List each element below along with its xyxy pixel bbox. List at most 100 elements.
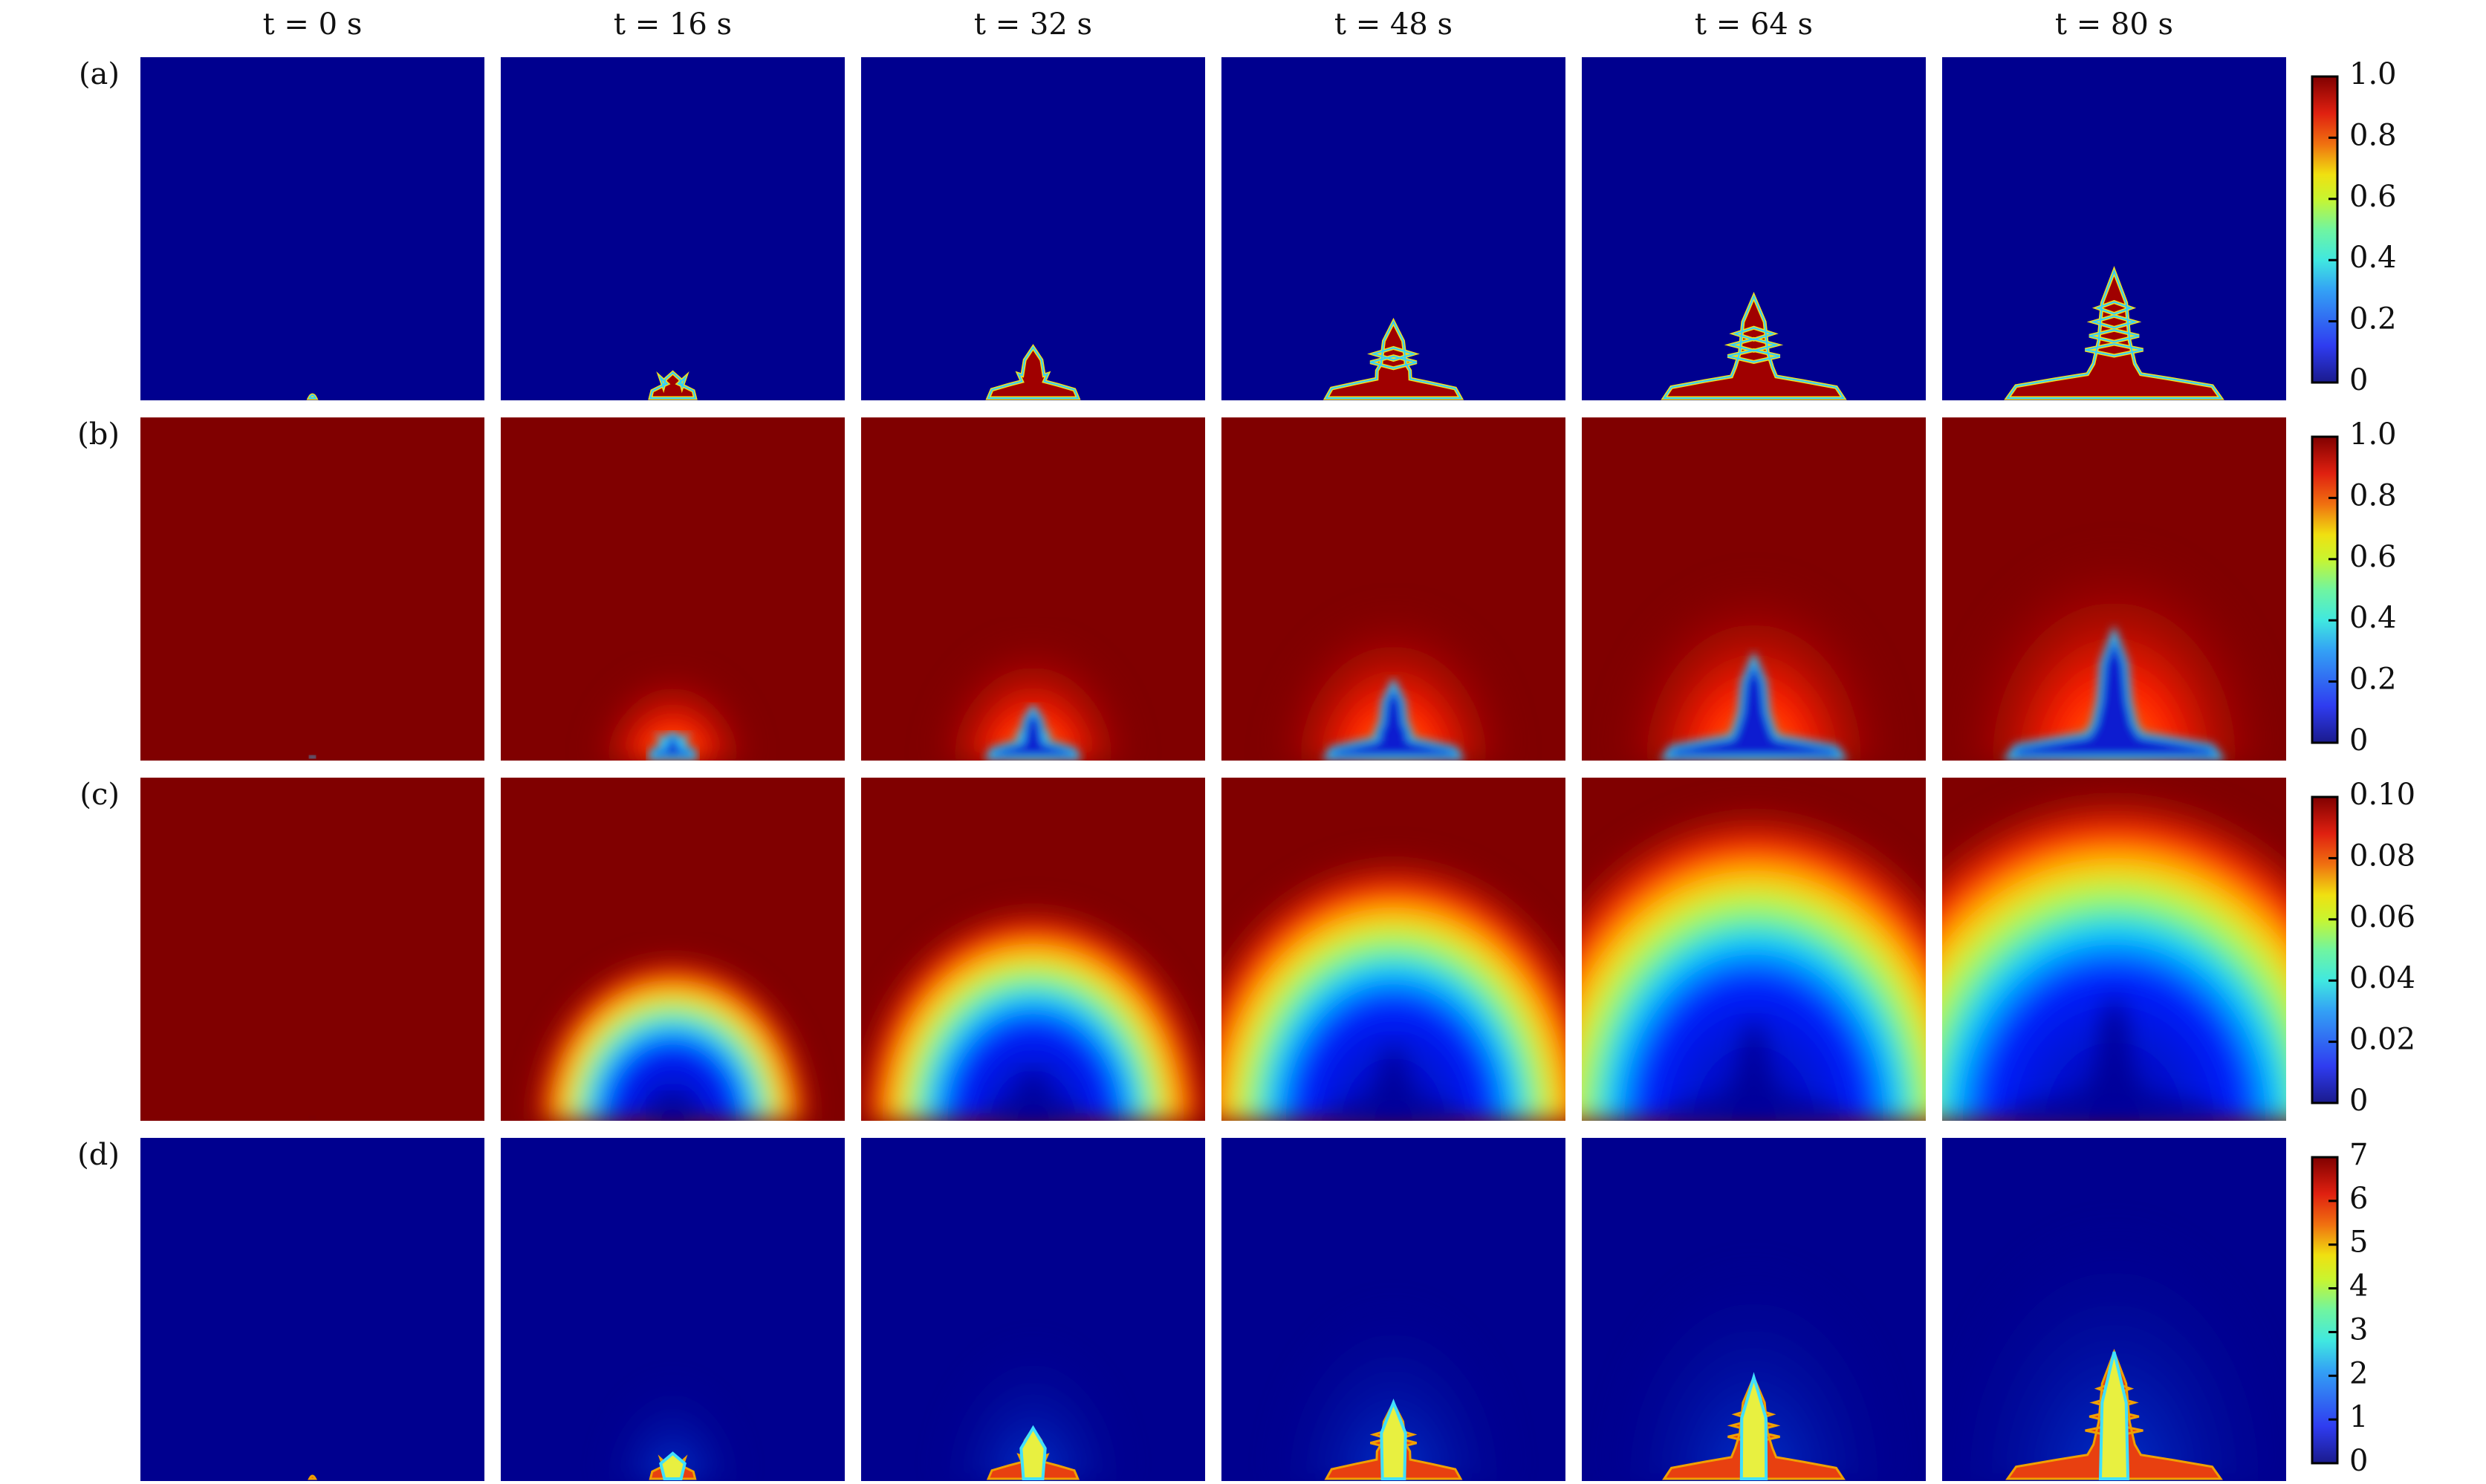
dendrite-core bbox=[2098, 1351, 2130, 1480]
heatmap-panel bbox=[1221, 1138, 1565, 1481]
colorbar bbox=[2311, 1156, 2339, 1465]
heatmap-panel bbox=[1221, 57, 1565, 400]
dendrite bbox=[2008, 992, 2221, 1119]
dome bbox=[1582, 795, 1926, 1121]
colorbar-tick-label: 0.4 bbox=[2349, 601, 2397, 635]
dendrite bbox=[309, 1116, 316, 1119]
glow bbox=[926, 1330, 1140, 1481]
heatmap-panel bbox=[1942, 1138, 2286, 1481]
colorbar-tick-label: 0.8 bbox=[2349, 478, 2397, 512]
background bbox=[140, 1138, 484, 1481]
dendrite-edge bbox=[987, 345, 1080, 399]
row-label: (a) bbox=[79, 57, 120, 91]
dendrite bbox=[308, 1474, 317, 1480]
column-title: t = 0 s bbox=[263, 7, 363, 42]
colorbar-tick-label: 0.04 bbox=[2349, 961, 2415, 995]
heatmap-panel bbox=[501, 1138, 845, 1481]
colorbar bbox=[2311, 795, 2339, 1104]
heatmap-panel bbox=[1942, 417, 2286, 761]
colorbar-tick-label: 4 bbox=[2349, 1269, 2368, 1304]
background bbox=[140, 417, 484, 761]
dendrite bbox=[1660, 651, 1848, 761]
heatmap-panel bbox=[1582, 417, 1926, 761]
row-labels: (a) (b) (c) (d) bbox=[77, 57, 120, 1172]
colorbar-tick-label: 5 bbox=[2349, 1226, 2368, 1260]
colorbar bbox=[2311, 75, 2339, 384]
dome bbox=[861, 897, 1205, 1121]
column-title: t = 16 s bbox=[614, 7, 732, 42]
heatmap-panel bbox=[1221, 778, 1565, 1121]
dendrite-edge bbox=[308, 394, 317, 399]
column-title: t = 80 s bbox=[2055, 7, 2173, 42]
background bbox=[140, 57, 484, 400]
colorbar-tick-label: 1.0 bbox=[2349, 417, 2397, 452]
column-title: t = 64 s bbox=[1695, 7, 1813, 42]
heatmap-panel bbox=[140, 57, 484, 400]
glow bbox=[594, 1371, 752, 1481]
colorbar-tick-label: 0.2 bbox=[2349, 663, 2397, 697]
colorbar-tick-label: 1 bbox=[2349, 1400, 2368, 1434]
dendrite bbox=[305, 753, 319, 761]
dendrite bbox=[647, 729, 698, 761]
colorbar-tick-label: 0.6 bbox=[2349, 180, 2397, 214]
dendrite-core bbox=[1380, 1398, 1407, 1480]
dendrite-edge bbox=[2006, 269, 2222, 399]
glow bbox=[1591, 1247, 1916, 1481]
dendrite-core bbox=[1019, 1425, 1047, 1480]
dendrite bbox=[984, 703, 1082, 761]
heatmap-panel bbox=[501, 417, 845, 761]
dome bbox=[1221, 846, 1565, 1121]
halo bbox=[583, 661, 762, 761]
dendrite-edge bbox=[1663, 294, 1845, 399]
heatmap-panel bbox=[501, 778, 845, 1121]
heatmap-panel bbox=[501, 57, 845, 400]
colorbar-tick-label: 0.02 bbox=[2349, 1023, 2415, 1057]
heatmap-panel bbox=[140, 417, 484, 761]
column-titles: t = 0 s t = 16 s t = 32 s t = 48 s t = 64 s t… bbox=[263, 7, 2173, 42]
colorbar-tick-label: 2 bbox=[2349, 1356, 2368, 1390]
panels bbox=[140, 57, 2286, 1481]
row-label: (b) bbox=[77, 417, 120, 452]
dendrite-edge bbox=[649, 371, 696, 399]
heatmap-panel bbox=[861, 778, 1205, 1121]
background bbox=[861, 57, 1205, 400]
colorbar-tick-label: 0.10 bbox=[2349, 778, 2415, 812]
dendrite bbox=[1664, 1017, 1844, 1119]
colorbar-tick-label: 3 bbox=[2349, 1312, 2368, 1347]
colorbar-tick-label: 0 bbox=[2349, 1444, 2368, 1478]
heatmap-panel bbox=[1582, 778, 1926, 1121]
dome bbox=[525, 949, 821, 1121]
colorbar-tick-label: 0 bbox=[2349, 723, 2368, 758]
colorbar-tick-label: 6 bbox=[2349, 1182, 2368, 1216]
colorbar-tick-label: 0 bbox=[2349, 363, 2368, 397]
colorbar-tick-label: 0.08 bbox=[2349, 839, 2415, 873]
dendrite-core bbox=[659, 1451, 687, 1480]
column-title: t = 48 s bbox=[1334, 7, 1453, 42]
column-title: t = 32 s bbox=[974, 7, 1092, 42]
dome bbox=[1942, 778, 2286, 1121]
colorbar-tick-label: 0.4 bbox=[2349, 241, 2397, 275]
dendrite bbox=[988, 1067, 1078, 1119]
heatmap-panel bbox=[861, 417, 1205, 761]
colorbar-tick-label: 7 bbox=[2349, 1138, 2368, 1172]
colorbar-tick-label: 0.2 bbox=[2349, 302, 2397, 336]
dendrite bbox=[1322, 677, 1465, 761]
colorbar-tick-label: 0.06 bbox=[2349, 900, 2415, 934]
colorbars: 0 0.2 0.4 0.6 0.8 1.0 0 0.2 0.4 0.6 0.8 1.0 0 0.02 0.0… bbox=[2311, 57, 2415, 1478]
dendrite bbox=[650, 1093, 695, 1119]
colorbar bbox=[2311, 435, 2339, 744]
dendrite bbox=[1326, 1042, 1461, 1119]
heatmap-panel bbox=[1221, 417, 1565, 761]
heatmap-panel bbox=[1582, 57, 1926, 400]
row-label: (d) bbox=[77, 1138, 120, 1172]
heatmap-panel bbox=[861, 1138, 1205, 1481]
heatmap-panel bbox=[861, 57, 1205, 400]
colorbar-tick-label: 0.6 bbox=[2349, 540, 2397, 574]
dendrite-edge bbox=[1325, 320, 1462, 399]
background bbox=[140, 778, 484, 1121]
colorbar-tick-label: 1.0 bbox=[2349, 57, 2397, 91]
colorbar-tick-label: 0.8 bbox=[2349, 118, 2397, 152]
dendrite bbox=[2003, 625, 2225, 761]
row-label: (c) bbox=[79, 778, 120, 812]
